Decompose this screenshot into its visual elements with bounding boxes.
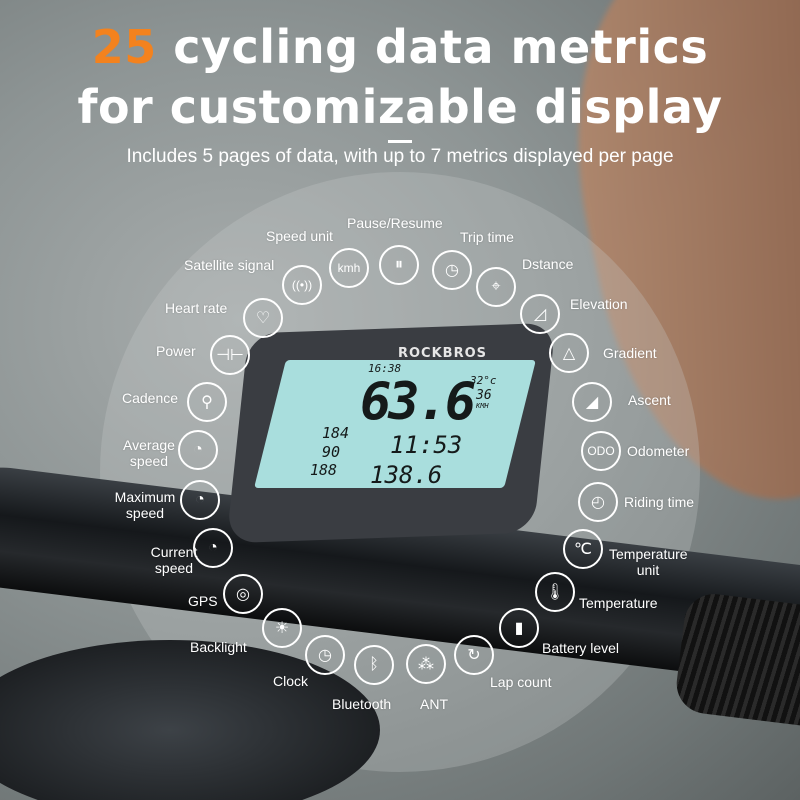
headline-line-2: for customizable display (77, 80, 723, 134)
metric-label: Cadence (122, 390, 179, 406)
metric-label: Ascent (628, 392, 671, 408)
headline-line-1: 25 cycling data metrics (0, 20, 800, 74)
divider (388, 140, 412, 143)
metric-label: Current speed (150, 544, 198, 576)
elevation-icon: ◿ (520, 294, 560, 334)
handlebar-grip (673, 590, 800, 730)
thermometer-icon: 🌡 (535, 572, 575, 612)
lcd-value-2: 90 (322, 443, 341, 461)
kmh-icon: kmh (329, 248, 369, 288)
lcd-big-speed: 63.6 (360, 372, 476, 432)
pause-icon: ⏸ (379, 245, 419, 285)
metric-label: Clock (273, 673, 309, 689)
lap-icon: ↻ (454, 635, 494, 675)
metric-label: Lap count (490, 674, 552, 690)
lcd-clock: 16:38 (368, 362, 402, 375)
metric-label: Power (156, 343, 196, 359)
metric-label: Speed unit (266, 228, 333, 244)
lcd-temperature: 32°c (470, 374, 497, 387)
metric-label: Elevation (570, 296, 628, 312)
clock-icon: ◴ (578, 482, 618, 522)
bluetooth-icon: ᛒ (354, 645, 394, 685)
power-icon: ⊣⊢ (210, 335, 250, 375)
metric-label: ANT (420, 696, 448, 712)
backlight-icon: ☀ (262, 608, 302, 648)
metric-label: GPS (188, 593, 218, 609)
metric-label: Trip time (460, 229, 514, 245)
metric-label: Bluetooth (332, 696, 392, 712)
lcd-distance: 138.6 (370, 461, 443, 489)
lcd-value-3: 188 (310, 461, 338, 479)
metric-label: Temperature unit (609, 546, 688, 578)
metric-label: Battery level (542, 640, 620, 656)
metric-label: Pause/Resume (347, 215, 443, 231)
heart-rate-icon: ♡ (243, 298, 283, 338)
lcd-time: 11:53 (390, 431, 463, 459)
headline-highlight: 25 (91, 20, 157, 74)
metric-label: Heart rate (165, 300, 228, 316)
location-pin-icon: ⌖ (476, 267, 516, 307)
metric-label: Riding time (624, 494, 695, 510)
metric-label: Temperature (579, 595, 658, 611)
metric-label: Satellite signal (184, 257, 275, 273)
headline-text: cycling data metrics (156, 20, 709, 74)
celsius-icon: ℃ (563, 529, 603, 569)
max-speed-icon: ◔ (180, 480, 220, 520)
speedometer-icon: ◔ (193, 528, 233, 568)
battery-icon: ▮ (499, 608, 539, 648)
metric-label: Dstance (522, 256, 574, 272)
lcd-value-1: 184 (322, 424, 350, 442)
gradient-icon: △ (549, 333, 589, 373)
metric-label: Odometer (627, 443, 690, 459)
ant-icon: ⁂ (406, 644, 446, 684)
lcd-speed-unit: KMH (476, 402, 489, 410)
odometer-icon: ODO (581, 431, 621, 471)
stopwatch-icon: ◷ (432, 250, 472, 290)
lcd-small-speed: 36 (476, 388, 492, 403)
subtitle: Includes 5 pages of data, with up to 7 m… (126, 146, 674, 167)
metric-label: Backlight (190, 639, 247, 655)
clock-icon: ◷ (305, 635, 345, 675)
gps-icon: ◎ (223, 574, 263, 614)
metric-label: Gradient (603, 345, 657, 361)
metric-label: Average speed (123, 437, 175, 469)
cadence-icon: ⚲ (187, 382, 227, 422)
wifi-signal-icon: ((•)) (282, 265, 322, 305)
ascent-icon: ◢ (572, 382, 612, 422)
brand-logo: ROCKBROS (398, 346, 488, 361)
metric-label: Maximum speed (114, 489, 176, 521)
avg-speed-icon: ◔ (178, 430, 218, 470)
